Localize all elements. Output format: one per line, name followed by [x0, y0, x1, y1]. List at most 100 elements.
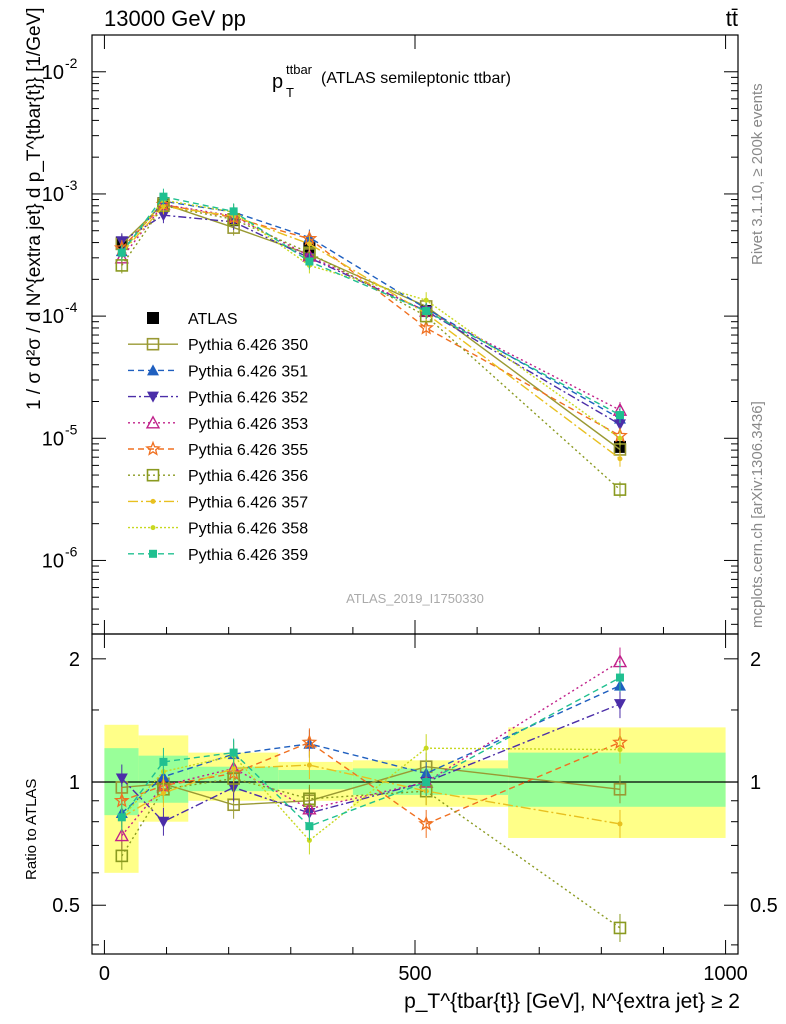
- ratio-point-359-2: [229, 748, 238, 757]
- x-axis-label: p_T^{tbar{t}} [GeV], N^{extra jet} ≥ 2: [404, 990, 740, 1013]
- main-y-tick-exp--5: -5: [65, 421, 78, 437]
- main-y-tick-base--4: 10: [42, 306, 64, 328]
- legend-marker-358: [150, 525, 156, 531]
- ratio-line-359: [121, 676, 621, 828]
- ratio-band-green-3: [278, 770, 353, 790]
- ratio-point-350-5: [613, 782, 627, 796]
- point-356-5: [613, 483, 627, 496]
- legend-label-353: Pythia 6.426 353: [188, 416, 308, 433]
- ratio-point-356-5: [613, 921, 627, 935]
- legend-label-atlas: ATLAS: [188, 311, 238, 328]
- legend-marker-351: [147, 364, 159, 376]
- ratio-point-358-4: [423, 745, 429, 751]
- legend-label-350: Pythia 6.426 350: [188, 337, 308, 354]
- legend-marker-359: [149, 549, 157, 558]
- ratio-point-356-0: [115, 849, 129, 863]
- legend-marker-350: [146, 337, 160, 351]
- ratio-point-356-3: [303, 792, 316, 806]
- mcplots-label: mcplots.cern.ch [arXiv:1306.3436]: [749, 401, 766, 628]
- main-y-tick-exp--4: -4: [65, 299, 78, 315]
- rivet-label: Rivet 3.1.10, ≥ 200k events: [749, 83, 766, 265]
- ratio-point-359-4: [422, 778, 431, 787]
- main-y-tick-base--6: 10: [42, 550, 64, 572]
- ratio-point-355-4: [418, 815, 435, 831]
- plot-title-sub: T: [286, 85, 294, 100]
- point-359-2: [229, 207, 238, 216]
- point-359-1: [159, 192, 168, 201]
- ratio-point-359-0: [117, 813, 126, 822]
- series-line-352: [121, 214, 621, 426]
- legend-label-355: Pythia 6.426 355: [188, 442, 308, 459]
- energy-label: 13000 GeV pp: [104, 6, 246, 31]
- ratio-y-tick-label-1: 1: [69, 772, 80, 794]
- plot-title-p: p: [272, 71, 283, 93]
- ratio-point-352-1: [157, 816, 170, 828]
- ratio-point-357-1: [160, 790, 166, 796]
- plot-title: p: [272, 71, 283, 93]
- point-359-4: [422, 307, 431, 316]
- legend-label-352: Pythia 6.426 352: [188, 390, 308, 407]
- ratio-line-357: [121, 764, 621, 825]
- ratio-point-358-3: [306, 837, 312, 843]
- point-359-0: [117, 248, 126, 257]
- legend-label-359: Pythia 6.426 359: [188, 547, 308, 564]
- main-y-tick-base--5: 10: [42, 428, 64, 450]
- legend-marker-352: [147, 391, 159, 403]
- legend-marker-357: [150, 498, 156, 504]
- process-label: tt̄: [726, 6, 738, 31]
- ratio-point-359-3: [305, 822, 314, 831]
- ratio-line-356: [121, 777, 621, 929]
- ratio-line-351: [121, 684, 621, 814]
- point-357-5: [617, 456, 623, 462]
- main-series: [113, 188, 628, 498]
- point-355-4: [418, 319, 435, 335]
- x-tick-label-0: 0: [99, 963, 110, 985]
- ratio-point-352-5: [613, 699, 626, 711]
- point-357-3: [306, 241, 312, 247]
- ratio-point-352-0: [115, 773, 128, 785]
- series-line-356: [121, 205, 621, 491]
- main-y-axis-label: 1 / σ d²σ / d N^{extra jet} d p_T^{tbar{…: [24, 7, 45, 410]
- point-359-3: [305, 257, 314, 266]
- ratio-point-359-1: [159, 757, 168, 766]
- main-y-tick-exp--2: -2: [65, 55, 78, 71]
- point-358-4: [423, 297, 429, 303]
- ratio-bands: [104, 724, 726, 873]
- legend-marker-356: [146, 468, 160, 482]
- main-y-tick-exp--3: -3: [65, 177, 78, 193]
- ratio-y-tick-label-right-0.5: 0.5: [750, 895, 778, 917]
- legend-label-351: Pythia 6.426 351: [188, 363, 308, 380]
- legend-marker-atlas: [147, 312, 159, 324]
- series-line-351: [121, 200, 621, 420]
- main-plot-frame: [91, 34, 739, 635]
- legend-label-357: Pythia 6.426 357: [188, 494, 308, 511]
- ratio-y-axis-label: Ratio to ATLAS: [23, 779, 40, 880]
- ratio-line-350: [121, 765, 621, 806]
- ratio-line-352: [121, 703, 621, 823]
- ratio-point-355-3: [301, 734, 318, 750]
- legend-label-358: Pythia 6.426 358: [188, 521, 308, 538]
- legend: ATLAS Pythia 6.426 350 Pythia 6.426 351 Pyt…: [128, 311, 308, 564]
- legend-label-356: Pythia 6.426 356: [188, 468, 308, 485]
- plot-title-sup: ttbar: [286, 62, 313, 77]
- series-line-359: [121, 195, 621, 416]
- main-y-tick-base--2: 10: [42, 62, 64, 84]
- ratio-line-355: [121, 741, 621, 825]
- x-tick-label-500: 500: [398, 963, 431, 985]
- ratio-y-tick-label-right-2: 2: [750, 649, 761, 671]
- ratio-point-357-3: [306, 762, 312, 768]
- point-358-5: [617, 435, 623, 441]
- ratio-point-357-5: [617, 821, 623, 827]
- series-line-355: [121, 203, 621, 437]
- ratio-point-359-5: [615, 673, 624, 682]
- ratio-point-353-0: [114, 828, 129, 842]
- point-352-1: [157, 210, 170, 222]
- ratio-line-358: [121, 747, 621, 842]
- point-352-5: [613, 419, 626, 431]
- legend-marker-353: [145, 415, 161, 429]
- watermark: ATLAS_2019_I1750330: [346, 591, 484, 606]
- series-line-358: [121, 199, 621, 439]
- legend-marker-355: [145, 440, 161, 456]
- main-y-tick-base--3: 10: [42, 184, 64, 206]
- x-tick-label-1000: 1000: [703, 963, 748, 985]
